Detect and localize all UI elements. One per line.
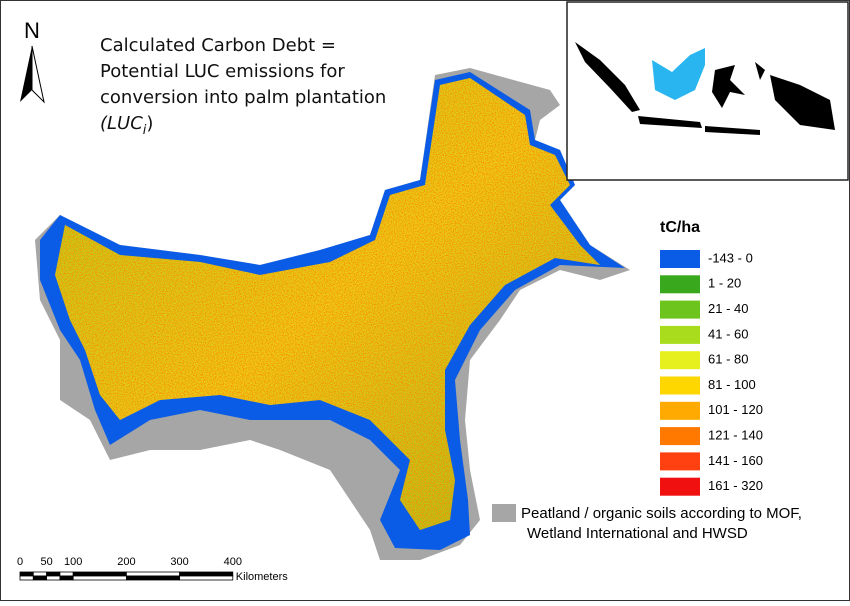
legend-label: 21 - 40 [708,301,748,316]
inset-map [566,1,849,181]
scale-segment [72,575,127,581]
scale-segment [19,575,34,581]
title-line: conversion into palm plantation [100,87,386,108]
legend-swatch [660,452,700,471]
legend-swatch [660,300,700,319]
legend-label: 1 - 20 [708,276,741,291]
title: Calculated Carbon Debt = Potential LUC e… [100,35,386,138]
legend-label: 101 - 120 [708,402,763,417]
scale-segment [59,575,74,581]
scale-label: 100 [64,556,82,568]
legend-label: 61 - 80 [708,352,748,367]
legend-swatch [660,275,700,294]
formula: (LUCi) [100,113,153,138]
legend-swatch [660,351,700,370]
legend-label: -143 - 0 [708,250,753,265]
legend-label: 81 - 100 [708,377,756,392]
peat-swatch [492,504,516,522]
legend-swatch [660,477,700,496]
title-line: Potential LUC emissions for [100,61,345,82]
scale-segment [126,571,181,577]
scale-label: 300 [170,556,188,568]
scale-unit: Kilometers [236,571,288,583]
peat-label: Wetland International and HWSD [527,525,748,542]
legend-swatch [660,376,700,395]
legend-label: 41 - 60 [708,326,748,341]
legend-swatch [660,250,700,268]
scale-label: 200 [117,556,135,568]
north-label: N [24,18,40,43]
legend: tC/ha -143 - 0 1 - 20 21 - 40 41 - 60 61 - 8… [660,219,763,496]
formula-close: ) [146,113,153,134]
legend-label: 161 - 320 [708,478,763,493]
scale-segment [32,575,47,581]
scale-segment [59,571,74,577]
formula-sub: i [143,123,147,138]
title-line: Calculated Carbon Debt = [100,35,336,56]
scale-segment [72,571,127,577]
formula-main: (LUC [100,113,143,134]
legend-title: tC/ha [660,219,700,236]
scale-label: 0 [17,556,23,568]
scale-bar: 0 50 100 200 300 400 Kilometers [17,556,288,583]
scale-segment [126,575,181,581]
scale-segment [179,575,234,581]
legend-label: 141 - 160 [708,453,763,468]
scale-segment [46,575,61,581]
scale-label: 400 [224,556,242,568]
peat-label: Peatland / organic soils according to MO… [521,505,802,522]
north-arrow [31,45,45,104]
legend-label: 121 - 140 [708,428,763,443]
scale-segment [32,571,47,577]
legend-swatch [660,427,700,446]
land-vegetation [55,78,600,530]
scale-segment [19,571,34,577]
legend-swatch [660,325,700,344]
legend-swatch [660,401,700,420]
scale-segment [179,571,234,577]
scale-label: 50 [40,556,52,568]
scale-segment [46,571,61,577]
north-arrow [20,46,32,102]
peatland-note: Peatland / organic soils according to MO… [492,504,802,542]
